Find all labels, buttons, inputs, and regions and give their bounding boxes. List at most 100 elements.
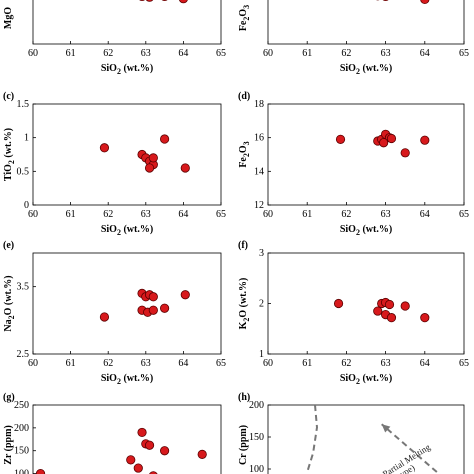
- y-tick-label: 1: [24, 133, 29, 144]
- y-tick-label: 100: [249, 464, 264, 474]
- data-point: [144, 440, 155, 450]
- x-tick-label: 65: [216, 209, 226, 220]
- x-tick-label: 60: [263, 48, 273, 59]
- x-tick-label: 65: [459, 48, 469, 59]
- plot-frame: [267, 404, 465, 474]
- x-tick-label: 63: [141, 209, 151, 220]
- y-tick-label: 3.5: [17, 282, 30, 293]
- x-axis-label: SiO2 (wt.%): [340, 63, 392, 76]
- y-axis-label: Cr (ppm): [238, 425, 249, 465]
- y-tick-label: 2: [259, 299, 264, 310]
- data-point: [126, 455, 136, 465]
- x-tick-label: 61: [66, 358, 76, 369]
- data-point: [161, 0, 168, 2]
- panel-h: (h) 100 150 200 Cr (ppm) Partial Melting(S-ty…: [238, 392, 465, 474]
- x-tick-label: 64: [420, 358, 430, 369]
- x-tick-label: 60: [28, 358, 38, 369]
- x-tick-label: 63: [381, 358, 391, 369]
- plot-area: [99, 134, 190, 173]
- y-tick-label: 250: [14, 400, 29, 411]
- panel-e: (e) 60 61 62 63 64 65 2.5 3.5 SiO2 (wt.%) Na2O (wt…: [3, 240, 226, 386]
- x-axis-label: SiO2 (wt.%): [101, 373, 153, 386]
- data-point: [420, 313, 430, 323]
- y-axis-label: Zr (ppm): [3, 425, 14, 465]
- data-point: [148, 153, 158, 163]
- x-tick-label: 63: [141, 358, 151, 369]
- data-point: [180, 290, 190, 300]
- data-point: [133, 463, 143, 473]
- x-tick-label: 60: [263, 358, 273, 369]
- data-point: [99, 312, 110, 322]
- plot-area: [139, 0, 188, 4]
- y-tick-label: 0.5: [17, 166, 30, 177]
- plot-area: [376, 0, 430, 5]
- data-point: [35, 468, 46, 474]
- data-point: [148, 305, 158, 315]
- y-axis-label: TiO2 (wt.%): [3, 128, 16, 181]
- plot-frame: [267, 0, 465, 45]
- data-point: [99, 143, 110, 153]
- data-point: [160, 134, 170, 144]
- x-tick-label: 65: [459, 209, 469, 220]
- plot-frame: [32, 252, 222, 355]
- plot-frame: [32, 404, 222, 474]
- panel-f: (f) 60 61 62 63 64 65 1 2 3 SiO2 (wt.%) K2O (wt.%): [238, 240, 469, 386]
- x-tick-label: 62: [103, 209, 113, 220]
- data-point: [386, 313, 397, 323]
- data-point: [180, 163, 190, 173]
- x-tick-label: 63: [381, 209, 391, 220]
- x-tick-label: 64: [420, 48, 430, 59]
- panel-top-right: 60 61 62 63 64 65 SiO2 (wt.%) Fe2O3: [238, 0, 469, 76]
- data-point: [137, 427, 147, 438]
- y-axis-label: K2O (wt.%): [238, 278, 251, 330]
- data-point: [400, 301, 410, 311]
- panel-top-left: 60 61 62 63 64 65 SiO2 (wt.%) MgO: [3, 0, 226, 76]
- x-tick-label: 65: [216, 48, 226, 59]
- y-tick-label: 150: [14, 446, 29, 457]
- x-axis-label: SiO2 (wt.%): [101, 63, 153, 76]
- x-tick-label: 61: [302, 358, 312, 369]
- data-point: [382, 0, 389, 2]
- panel-label: (d): [238, 91, 250, 102]
- x-axis-label: SiO2 (wt.%): [340, 373, 392, 386]
- x-tick-label: 61: [302, 209, 312, 220]
- data-point: [148, 292, 158, 302]
- data-point: [160, 446, 170, 456]
- plot-area: [99, 288, 190, 322]
- plot-area: [35, 427, 207, 474]
- data-point: [144, 163, 155, 173]
- data-point: [420, 135, 430, 145]
- x-tick-label: 62: [103, 48, 113, 59]
- plot-area: [335, 129, 430, 158]
- x-tick-label: 64: [178, 209, 188, 220]
- data-point: [139, 0, 145, 2]
- y-tick-label: 16: [254, 133, 264, 144]
- x-tick-label: 62: [341, 358, 351, 369]
- arrow-head: [381, 424, 391, 433]
- x-tick-label: 61: [66, 48, 76, 59]
- y-tick-label: 3: [259, 248, 264, 259]
- y-tick-label: 150: [249, 432, 264, 443]
- data-point: [178, 0, 188, 4]
- x-tick-label: 63: [141, 48, 151, 59]
- data-point: [379, 138, 389, 148]
- data-point: [420, 0, 430, 5]
- x-axis-label: SiO2 (wt.%): [101, 224, 153, 237]
- x-tick-label: 60: [28, 209, 38, 220]
- y-tick-label: 200: [14, 423, 29, 434]
- y-tick-label: 12: [254, 200, 264, 211]
- x-tick-label: 64: [178, 48, 188, 59]
- x-tick-label: 60: [28, 48, 38, 59]
- trend-curve: [381, 423, 441, 474]
- plot-area: Partial Melting(S-type)Fractional: [306, 405, 441, 474]
- plot-frame: [32, 0, 222, 45]
- y-tick-label: 100: [14, 469, 29, 474]
- data-point: [145, 0, 154, 2]
- panel-g: (g) 100 150 200 250 Zr (ppm): [3, 392, 222, 474]
- y-tick-label: 0: [24, 200, 29, 211]
- y-tick-label: 18: [254, 99, 264, 110]
- panel-label: (f): [238, 240, 248, 251]
- x-tick-label: 61: [66, 209, 76, 220]
- plot-frame: [267, 103, 465, 206]
